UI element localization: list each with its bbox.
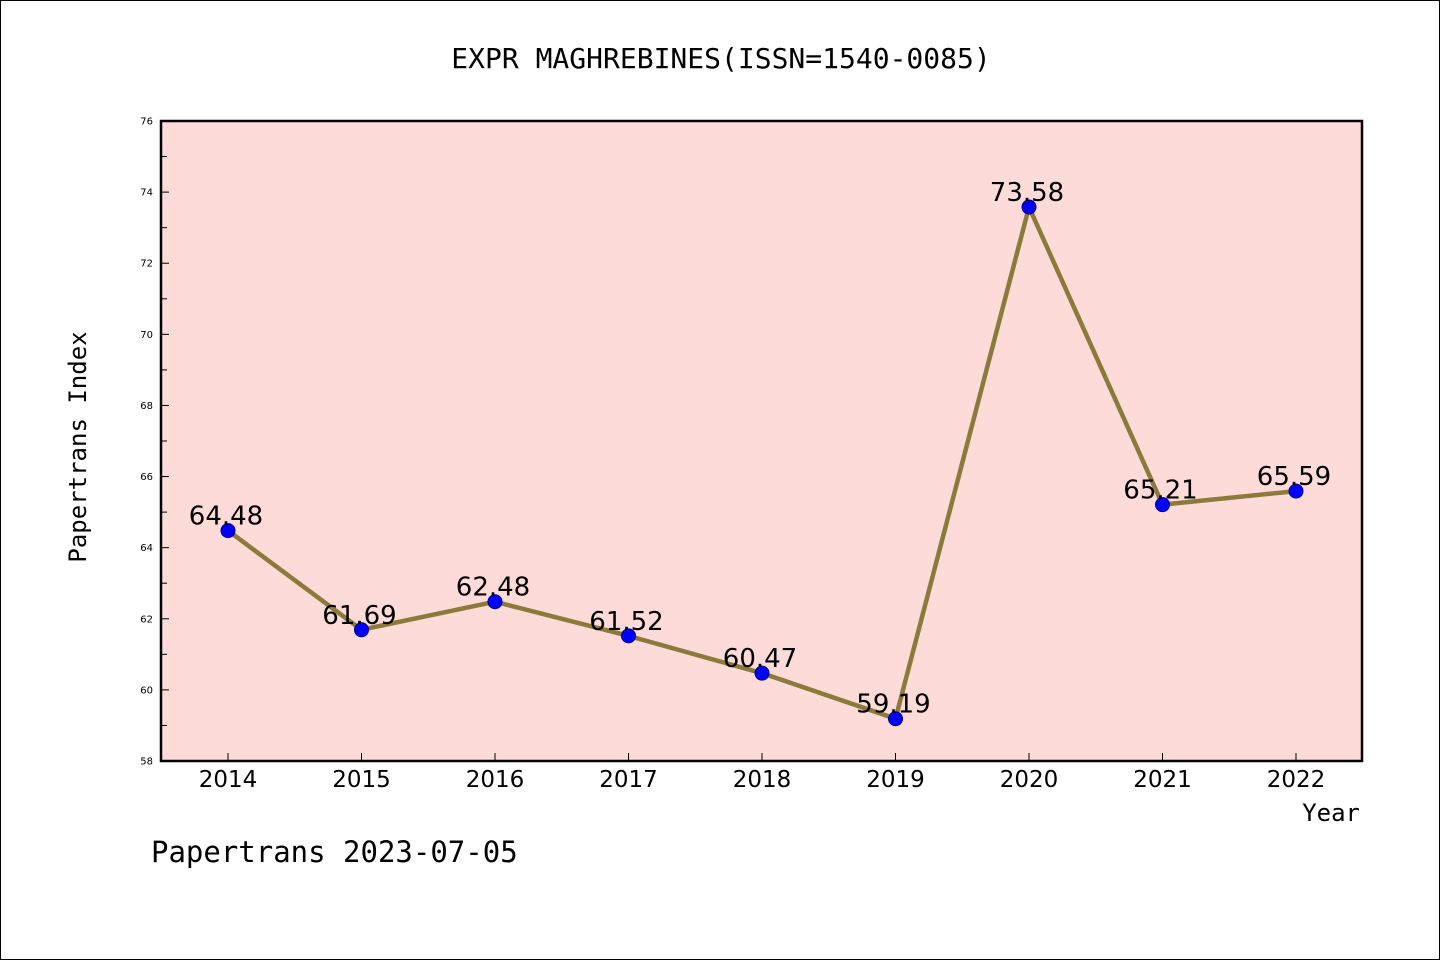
x-tick-label: 2018 (733, 767, 792, 793)
data-label: 65.21 (1123, 476, 1197, 506)
y-tick-label: 62 (140, 614, 153, 625)
x-axis-label: Year (1302, 799, 1360, 827)
data-label: 73.58 (990, 178, 1064, 208)
data-label: 62.48 (456, 573, 530, 603)
data-point (1155, 497, 1170, 513)
data-point (354, 622, 369, 638)
data-point (888, 711, 903, 727)
y-tick-label: 66 (140, 472, 153, 483)
y-tick-label: 72 (140, 259, 153, 270)
data-point (1288, 483, 1304, 499)
y-tick-label: 64 (140, 543, 153, 554)
chart-title: EXPR MAGHREBINES(ISSN=1540-0085) (451, 42, 990, 75)
data-point (220, 523, 236, 539)
x-tick-label: 2014 (199, 767, 258, 793)
y-tick-label: 76 (140, 117, 153, 128)
x-tick-label: 2016 (466, 767, 525, 793)
data-series: 64.48 61.69 62.48 61.52 60.47 59.19 73.58 65.21… (189, 178, 1331, 727)
x-tick-label: 2017 (599, 767, 658, 793)
y-tick-label: 74 (140, 188, 153, 199)
x-tick-label: 2020 (1000, 767, 1059, 793)
data-label: 65.59 (1257, 462, 1331, 492)
data-label: 59.19 (856, 690, 930, 720)
x-tick-label: 2022 (1267, 767, 1326, 793)
data-label: 60.47 (723, 644, 797, 674)
data-label: 61.69 (322, 601, 396, 631)
x-tick-label: 2019 (866, 767, 925, 793)
y-axis-label: Papertrans Index (64, 331, 92, 562)
plot-frame (159, 119, 1364, 763)
plot-area (161, 121, 1362, 761)
data-label: 64.48 (189, 502, 263, 532)
data-point (487, 594, 503, 610)
y-tick-label: 70 (140, 330, 153, 341)
x-tick-label: 2021 (1133, 767, 1192, 793)
data-point (1021, 199, 1037, 215)
x-axis-ticks: 2014 2015 2016 2017 2018 2019 2020 2021 2022 (199, 753, 1326, 793)
y-tick-label: 68 (140, 401, 153, 412)
x-tick-label: 2015 (332, 767, 391, 793)
data-point (621, 628, 636, 644)
footer-date: Papertrans 2023-07-05 (151, 835, 518, 869)
data-point (754, 665, 770, 681)
data-label: 61.52 (589, 607, 663, 637)
y-tick-label: 58 (140, 757, 153, 768)
y-tick-label: 60 (140, 685, 153, 696)
